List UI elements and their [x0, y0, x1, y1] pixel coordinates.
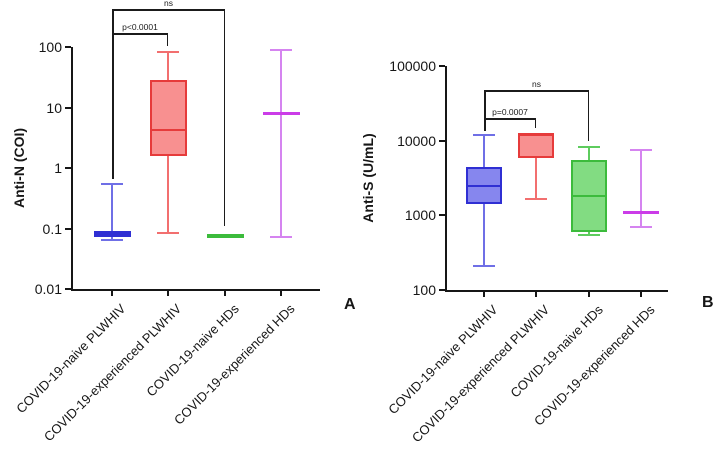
panel-b-median-line	[573, 195, 605, 198]
panel-b-whisker-line	[640, 149, 642, 228]
panel-a-y-tick-label: 0.1	[42, 220, 62, 237]
panel-b-letter: B	[702, 294, 714, 311]
panel-a-bracket-left-leg	[112, 33, 114, 179]
panel-a-whisker-cap-top	[101, 182, 123, 185]
panel-a-median-line	[262, 111, 300, 115]
panel-a-median-line	[151, 129, 185, 132]
panel-a-x-axis	[71, 289, 320, 291]
panel-b-y-tick-label: 100000	[389, 58, 436, 74]
panel-a-bracket-top	[112, 33, 168, 35]
panel-b-x-tick	[640, 292, 642, 297]
panel-b-x-tick	[483, 292, 485, 297]
panel-b-whisker-line	[535, 133, 537, 200]
panel-a-bracket-right-leg	[223, 9, 225, 226]
panel-b-x-tick	[588, 292, 590, 297]
panel-b-y-axis	[445, 66, 447, 292]
panel-a-whisker-cap-top	[157, 50, 179, 53]
panel-a-y-tick-label: 10	[46, 99, 62, 116]
panel-b-whisker-cap-top	[630, 148, 652, 151]
panel-a-median-line	[208, 235, 242, 238]
panel-a-x-tick	[111, 291, 113, 296]
panel-b-bracket-label: ns	[532, 79, 541, 89]
panel-a-bracket-right-leg	[166, 33, 168, 46]
panel-b-box	[518, 133, 554, 159]
panel-b-whisker-cap-bottom	[578, 234, 600, 237]
panel-a-y-tick	[65, 167, 71, 169]
panel-b-x-tick	[535, 292, 537, 297]
panel-a-box	[149, 79, 187, 156]
panel-b-bracket-label: p=0.0007	[492, 107, 528, 117]
panel-a-y-tick-label: 100	[38, 39, 62, 55]
panel-b-whisker-cap-top	[473, 133, 495, 136]
panel-a-whisker-cap-bottom	[270, 236, 292, 239]
panel-b-bracket-left-leg	[484, 118, 486, 131]
panel-a-y-tick	[65, 288, 71, 290]
panel-a-x-tick-label: COVID-19-naive PLWHIV	[13, 301, 129, 417]
panel-b-y-tick-label: 10000	[397, 132, 436, 149]
panel-b-x-tick-label: COVID-19-naive HDs	[507, 302, 606, 401]
panel-a-y-axis	[71, 47, 73, 291]
panel-a-x-tick	[280, 291, 282, 296]
panel-b-y-tick-label: 100	[412, 282, 436, 298]
panel-b-whisker-cap-bottom	[525, 198, 547, 201]
panel-a-letter: A	[344, 296, 356, 313]
panel-a-y-tick-label: 0.01	[34, 281, 62, 297]
panel-b-bracket-right-leg	[587, 90, 589, 141]
panel-b-y-tick	[439, 139, 445, 142]
panel-b-whisker-cap-bottom	[630, 226, 652, 229]
panel-b-x-axis	[445, 290, 668, 292]
panel-a-whisker-line	[111, 183, 113, 240]
panel-a-y-tick	[65, 46, 71, 48]
panel-b-y-tick	[439, 65, 445, 67]
panel-b-median-line	[468, 184, 500, 187]
panel-a-x-tick-label: COVID-19-experienced HDs	[171, 301, 298, 428]
panel-a-median-line	[95, 233, 129, 236]
panel-a-x-tick	[224, 291, 226, 296]
panel-b-whisker-cap-top	[578, 145, 600, 148]
panel-b-bracket-top	[484, 90, 589, 92]
panel-a-bracket-top	[112, 9, 225, 11]
panel-a-bracket-label: ns	[164, 0, 173, 8]
panel-a-y-tick	[65, 106, 71, 109]
panel-b-bracket-right-leg	[534, 118, 536, 128]
panel-b-y-tick	[439, 289, 445, 291]
panel-b-y-tick	[439, 214, 445, 217]
panel-a-whisker-cap-bottom	[101, 238, 123, 241]
panel-a-x-tick	[167, 291, 169, 296]
panel-b-median-line	[520, 133, 552, 136]
panel-b-whisker-cap-bottom	[473, 264, 495, 267]
panel-a-y-tick	[65, 227, 71, 230]
panel-b-bracket-left-leg	[484, 90, 486, 131]
panel-b-median-line	[623, 211, 659, 215]
panel-a-whisker-cap-top	[270, 49, 292, 52]
panel-a-whisker-line	[280, 50, 282, 238]
panel-b-bracket-top	[484, 118, 536, 120]
panel-a-y-tick-label: 1	[54, 160, 62, 176]
panel-b-y-tick-label: 1000	[404, 207, 436, 224]
panel-a-bracket-label: p<0.0001	[122, 22, 158, 32]
panel-a-whisker-cap-bottom	[157, 231, 179, 234]
